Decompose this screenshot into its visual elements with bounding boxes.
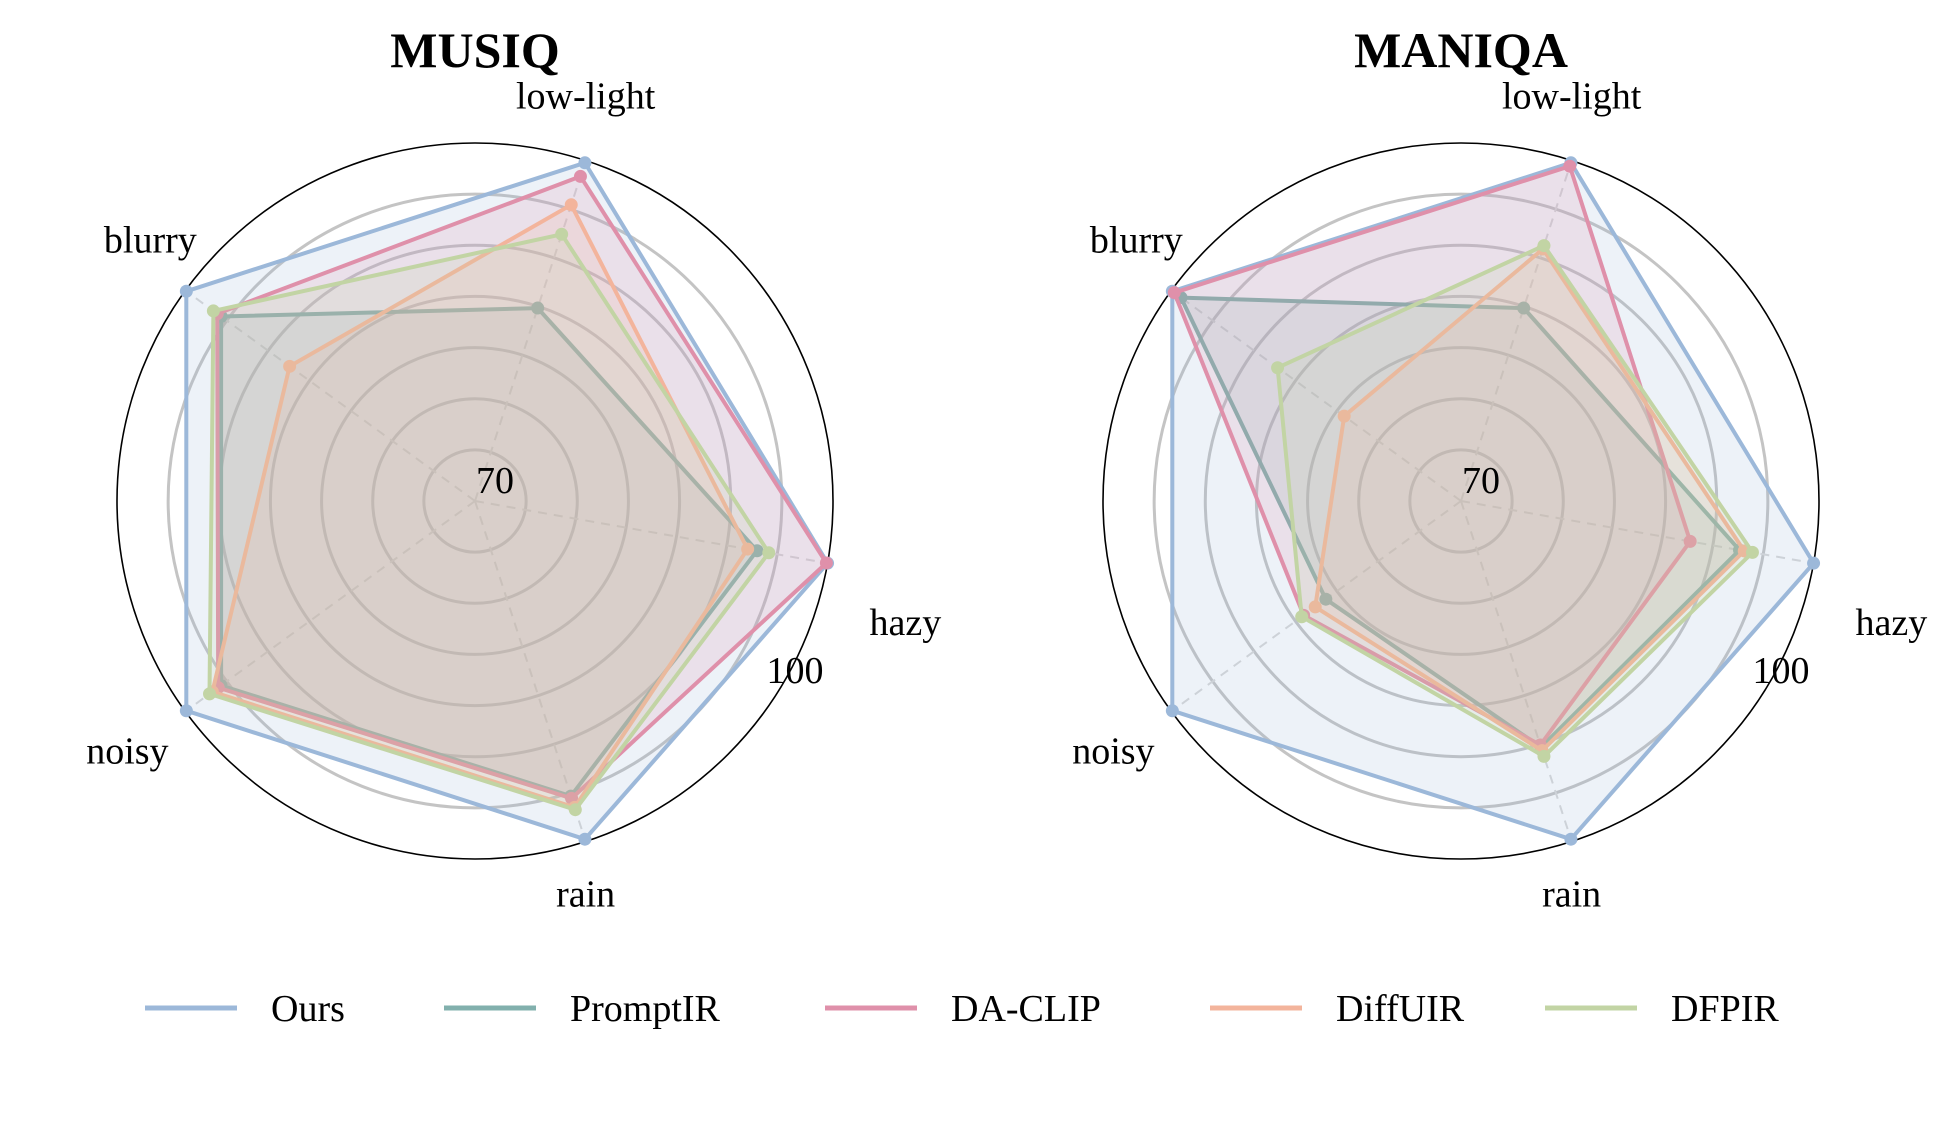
data-point-dfpir-blurry <box>1271 361 1285 375</box>
series-area-promptir <box>221 308 758 797</box>
data-point-dfpir-low-light <box>555 227 569 241</box>
grid-ring <box>1357 397 1565 605</box>
spoke-line <box>1460 500 1573 842</box>
series-area-promptir <box>1181 297 1740 748</box>
series-line-diffuir <box>1313 247 1747 753</box>
grid-ring <box>371 397 579 605</box>
series-line-dfpir <box>1275 243 1755 759</box>
spoke-line <box>184 289 476 502</box>
data-point-dfpir-blurry <box>206 304 220 318</box>
series-line-diffuir <box>210 202 750 810</box>
grid-ring <box>320 346 630 656</box>
data-point-dfpir-hazy <box>1745 545 1759 559</box>
outer-ring <box>116 142 834 860</box>
data-point-ours-rain <box>578 832 592 846</box>
radar-chart-maniqa: MANIQA hazy low-light blurry noisy rain 70 100 <box>1072 22 1927 915</box>
data-point-promptir-low-light <box>531 301 545 315</box>
grid-ring <box>1408 448 1514 554</box>
data-point-dfpir-rain <box>1537 749 1551 763</box>
spoke-line <box>1460 160 1573 502</box>
data-point-diffuir-low-light <box>564 198 578 212</box>
data-point-dfpir-noisy <box>1295 610 1309 624</box>
axis-label-blurry: blurry <box>104 220 197 262</box>
data-point-ours-blurry <box>179 284 193 298</box>
axis-label-blurry: blurry <box>1090 220 1183 262</box>
axis-label-noisy: noisy <box>1072 730 1154 772</box>
spoke-line <box>1460 500 1814 565</box>
radar-chart-musiq: MUSIQ hazy low-light blurry noisy rain 70 100 <box>86 22 941 915</box>
data-point-diffuir-blurry <box>283 359 297 373</box>
series-area-dfpir <box>209 234 769 810</box>
tick-label-min: 70 <box>476 460 514 502</box>
series-line-ours <box>1170 160 1816 842</box>
data-point-da-clip-blurry <box>1167 286 1181 300</box>
axis-label-low-light: low-light <box>1502 76 1642 118</box>
axis-label-rain: rain <box>1542 873 1601 915</box>
data-point-ours-rain <box>1564 832 1578 846</box>
grid-ring <box>1152 192 1770 810</box>
series-group <box>1165 156 1821 846</box>
series-area-ours <box>1172 162 1814 840</box>
data-point-diffuir-hazy <box>741 542 755 556</box>
data-point-ours-hazy <box>1807 556 1821 570</box>
series-group <box>179 156 835 846</box>
series-area-da-clip <box>1174 166 1691 745</box>
data-point-promptir-low-light <box>1517 301 1531 315</box>
tick-label-max: 100 <box>1753 650 1810 692</box>
data-point-diffuir-blurry <box>1337 409 1351 423</box>
legend: Ours PromptIR DA-CLIP DiffUIR DFPIR <box>145 988 1779 1030</box>
spoke-line <box>184 500 476 713</box>
series-area-diffuir <box>212 204 748 808</box>
axis-label-rain: rain <box>556 873 615 915</box>
data-point-dfpir-hazy <box>762 546 776 560</box>
legend-label-diffuir: DiffUIR <box>1336 988 1465 1030</box>
axis-label-hazy: hazy <box>1856 602 1928 644</box>
data-point-ours-noisy <box>1165 704 1179 718</box>
legend-label-da-clip: DA-CLIP <box>951 988 1101 1030</box>
data-point-da-clip-hazy <box>1683 534 1697 548</box>
tick-label-min: 70 <box>1462 460 1500 502</box>
data-point-promptir-noisy <box>1319 592 1333 606</box>
data-point-da-clip-low-light <box>573 169 587 183</box>
grid-ring <box>166 192 784 810</box>
grid-ring <box>268 294 682 708</box>
axis-label-low-light: low-light <box>516 76 656 118</box>
data-point-dfpir-low-light <box>1537 239 1551 253</box>
tick-label-max: 100 <box>767 650 824 692</box>
data-point-da-clip-low-light <box>1563 159 1577 173</box>
axis-label-hazy: hazy <box>870 602 942 644</box>
series-line-dfpir <box>207 232 771 812</box>
data-point-ours-low-light <box>578 156 592 170</box>
series-line-promptir <box>1179 295 1742 750</box>
series-area-diffuir <box>1315 249 1745 751</box>
data-point-dfpir-rain <box>568 803 582 817</box>
spoke-line <box>474 500 828 565</box>
series-area-da-clip <box>217 176 827 799</box>
spoke-line <box>474 500 587 842</box>
series-line-da-clip <box>1172 164 1693 747</box>
spoke-line <box>1170 289 1462 502</box>
series-line-promptir <box>219 306 759 799</box>
chart-title: MUSIQ <box>390 22 559 78</box>
grid-ring <box>422 448 528 554</box>
series-line-ours <box>184 160 830 842</box>
data-point-da-clip-hazy <box>819 556 833 570</box>
spoke-line <box>474 160 587 502</box>
outer-ring <box>1102 142 1820 860</box>
data-point-diffuir-noisy <box>1308 600 1322 614</box>
series-area-dfpir <box>1277 245 1753 757</box>
data-point-ours-noisy <box>179 704 193 718</box>
data-point-dfpir-noisy <box>203 687 217 701</box>
legend-label-promptir: PromptIR <box>570 988 721 1030</box>
legend-label-dfpir: DFPIR <box>1671 988 1779 1030</box>
grid-ring <box>1306 346 1616 656</box>
axis-label-noisy: noisy <box>86 730 168 772</box>
chart-title: MANIQA <box>1354 22 1568 78</box>
legend-label-ours: Ours <box>271 988 345 1030</box>
